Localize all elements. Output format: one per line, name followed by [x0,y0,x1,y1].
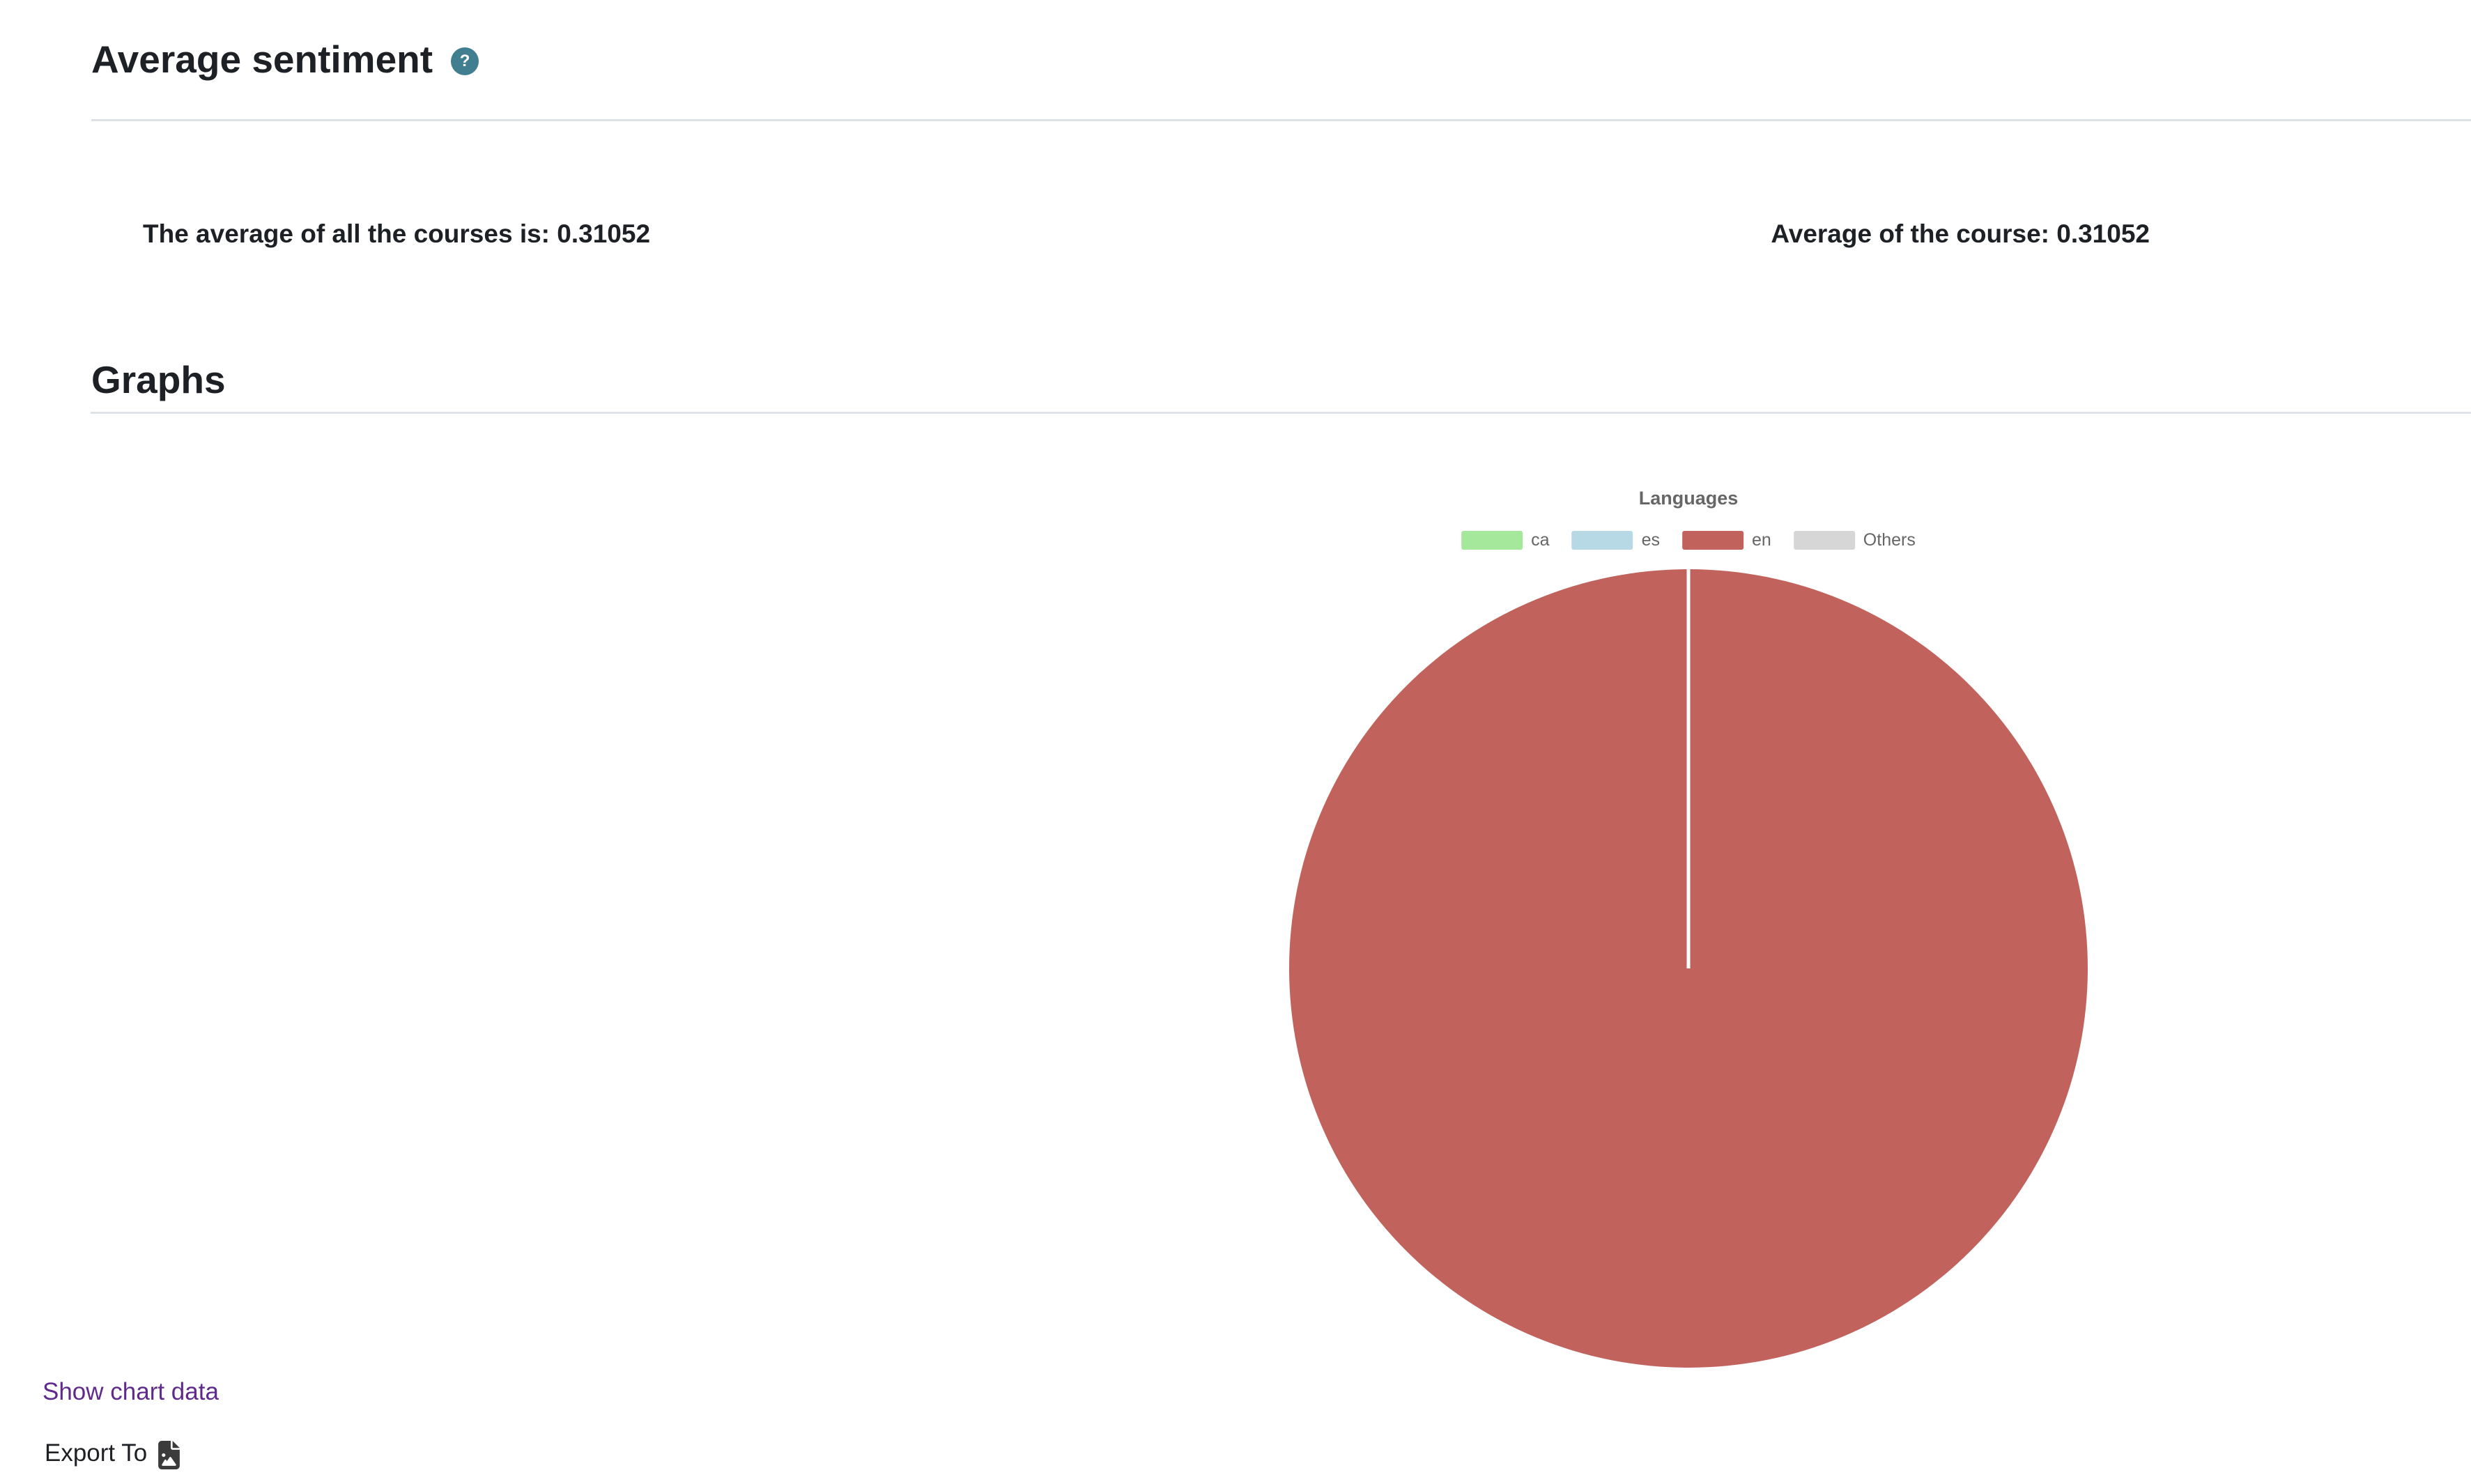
export-to-control[interactable]: Export To [45,1437,180,1469]
chart-legend: ca es en Others [1461,530,1916,550]
section-divider [91,412,2471,414]
legend-swatch-en [1681,531,1743,550]
legend-swatch-ca [1461,531,1523,550]
all-courses-average-text: The average of all the courses is: 0.310… [143,219,651,248]
average-sentiment-title: Average sentiment [91,38,433,81]
legend-label-en: en [1751,530,1771,550]
course-average-text: Average of the course: 0.31052 [1771,219,2150,248]
legend-label-others: Others [1863,530,1916,550]
averages-row: The average of all the courses is: 0.310… [0,219,2471,254]
legend-swatch-others [1793,531,1855,550]
legend-item-en[interactable]: en [1681,530,1771,550]
pie-chart [1289,569,2088,1368]
legend-item-ca[interactable]: ca [1461,530,1550,550]
show-chart-data-link[interactable]: Show chart data [43,1378,219,1405]
legend-label-ca: ca [1531,530,1550,550]
chart-title: Languages [1638,488,1739,509]
export-to-label: Export To [45,1439,148,1467]
graphs-header: Graphs [91,357,226,403]
legend-swatch-es [1571,531,1633,550]
legend-label-es: es [1641,530,1660,550]
legend-item-others[interactable]: Others [1793,530,1916,550]
legend-item-es[interactable]: es [1571,530,1660,550]
help-icon[interactable]: ? [451,47,479,75]
pie-slice-gap [1686,569,1691,968]
file-image-icon [158,1441,180,1469]
average-sentiment-header: Average sentiment ? [91,36,479,82]
graphs-title: Graphs [91,358,226,401]
section-divider [91,119,2471,121]
